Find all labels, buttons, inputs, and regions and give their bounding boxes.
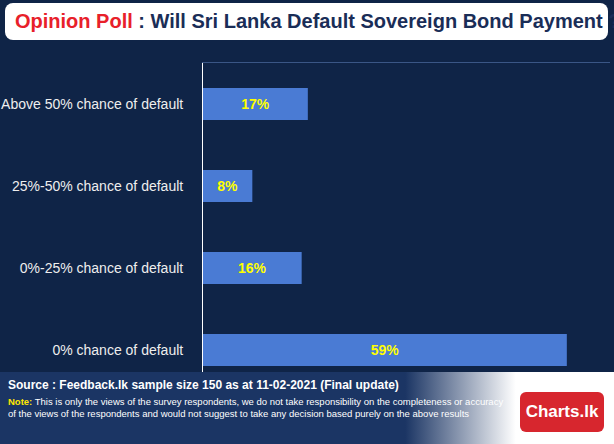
svg-text:8%: 8% <box>217 178 238 194</box>
svg-text:0% chance of default: 0% chance of default <box>52 342 183 358</box>
html-text:Note: This is only the views o: Note: This is only the views of the surv… <box>8 396 504 419</box>
svg-text:25%-50% chance of default: 25%-50% chance of default <box>12 178 183 194</box>
svg-text:17%: 17% <box>241 96 270 112</box>
svg-text:59%: 59% <box>371 342 400 358</box>
html-text:Source : Feedback.lk sample si: Source : Feedback.lk sample size 150 as … <box>8 378 399 392</box>
html-text:Charts.lk: Charts.lk <box>525 402 599 421</box>
svg-text:16%: 16% <box>238 260 267 276</box>
svg-text:0%-25% chance of default: 0%-25% chance of default <box>20 260 184 276</box>
html-text:Opinion Poll: Opinion Poll <box>15 10 133 32</box>
svg-text:Above 50% chance of default: Above 50% chance of default <box>1 96 183 112</box>
